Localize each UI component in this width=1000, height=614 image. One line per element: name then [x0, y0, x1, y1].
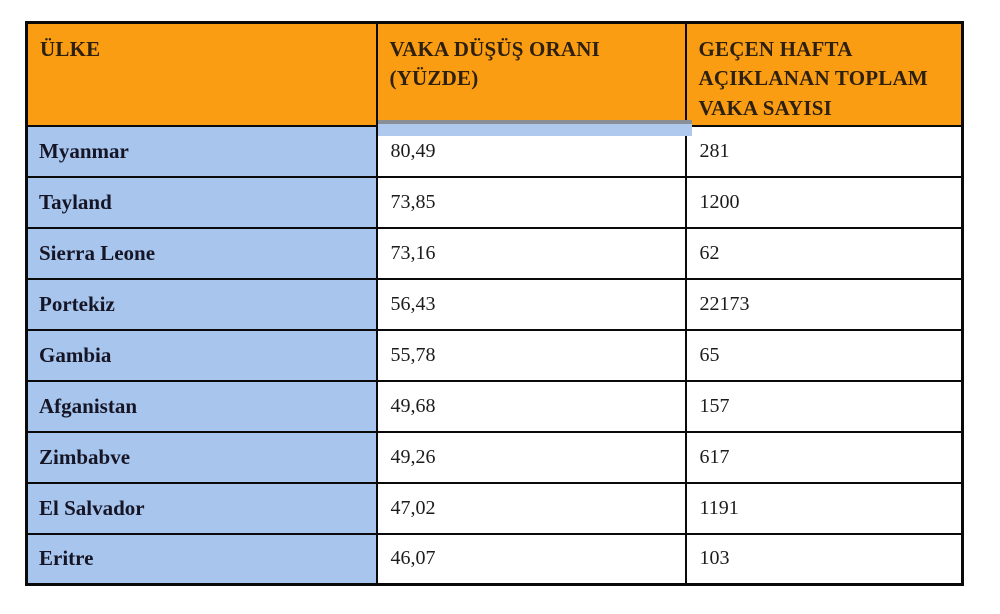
rate-cell: 47,02	[375, 481, 687, 535]
cases-cell: 103	[684, 532, 964, 586]
table-row: Sierra Leone 73,16 62	[25, 226, 964, 280]
country-cell: Portekiz	[25, 277, 378, 331]
cases-table: ÜLKE VAKA DÜŞÜŞ ORANI (YÜZDE) GEÇEN HAFT…	[25, 21, 964, 586]
column-header-rate: VAKA DÜŞÜŞ ORANI (YÜZDE)	[375, 21, 687, 127]
country-cell: Gambia	[25, 328, 378, 382]
country-cell: Myanmar	[25, 124, 378, 178]
cases-table-container: ÜLKE VAKA DÜŞÜŞ ORANI (YÜZDE) GEÇEN HAFT…	[25, 21, 964, 586]
country-cell: Eritre	[25, 532, 378, 586]
cases-cell: 65	[684, 328, 964, 382]
rate-cell: 46,07	[375, 532, 687, 586]
cases-cell: 1200	[684, 175, 964, 229]
rate-cell: 73,16	[375, 226, 687, 280]
cases-cell: 62	[684, 226, 964, 280]
cases-cell: 157	[684, 379, 964, 433]
table-row: Zimbabve 49,26 617	[25, 430, 964, 484]
country-cell: El Salvador	[25, 481, 378, 535]
table-row: Eritre 46,07 103	[25, 532, 964, 586]
table-row: Tayland 73,85 1200	[25, 175, 964, 229]
cases-cell: 1191	[684, 481, 964, 535]
header-row: ÜLKE VAKA DÜŞÜŞ ORANI (YÜZDE) GEÇEN HAFT…	[25, 21, 964, 127]
rate-cell: 49,68	[375, 379, 687, 433]
table-row: Portekiz 56,43 22173	[25, 277, 964, 331]
country-cell: Afganistan	[25, 379, 378, 433]
country-cell: Zimbabve	[25, 430, 378, 484]
rate-cell: 49,26	[375, 430, 687, 484]
table-row: Gambia 55,78 65	[25, 328, 964, 382]
rate-cell: 55,78	[375, 328, 687, 382]
cases-cell: 617	[684, 430, 964, 484]
country-cell: Sierra Leone	[25, 226, 378, 280]
column-header-country: ÜLKE	[25, 21, 378, 127]
cases-cell: 22173	[684, 277, 964, 331]
rate-cell: 73,85	[375, 175, 687, 229]
cases-cell: 281	[684, 124, 964, 178]
table-row: Afganistan 49,68 157	[25, 379, 964, 433]
country-cell: Tayland	[25, 175, 378, 229]
column-header-cases: GEÇEN HAFTA AÇIKLANAN TOPLAM VAKA SAYISI	[684, 21, 964, 127]
table-row: El Salvador 47,02 1191	[25, 481, 964, 535]
header-underline-highlight	[378, 120, 692, 136]
rate-cell: 56,43	[375, 277, 687, 331]
